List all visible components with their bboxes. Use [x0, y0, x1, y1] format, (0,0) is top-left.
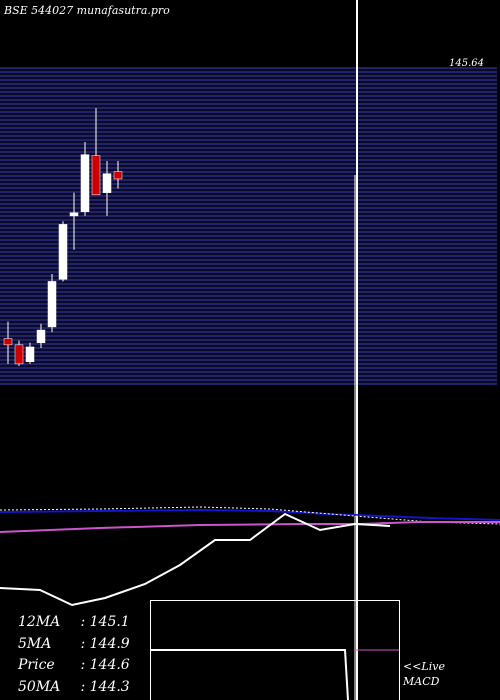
- candles: [3, 108, 123, 366]
- ma-row-12: 12MA : 145.1: [18, 612, 130, 634]
- ma-table: 12MA : 145.1 5MA : 144.9 Price : 144.6 5…: [18, 612, 130, 698]
- ma-label: 5MA: [18, 635, 52, 652]
- ma-label: Price: [18, 657, 55, 673]
- candle-down: [91, 155, 101, 196]
- white-dotted-line: [0, 506, 500, 525]
- magenta-ma-line: [0, 521, 500, 533]
- ma-row-50: 50MA : 144.3: [18, 677, 130, 699]
- ma-label: 50MA: [18, 678, 61, 695]
- ma-value: 144.3: [89, 678, 130, 695]
- ma-value: 144.6: [89, 657, 130, 673]
- blue-ma-line: [0, 508, 500, 521]
- candle-up: [102, 173, 112, 193]
- macd-label: <<Live MACD: [403, 659, 445, 689]
- candle-down: [113, 171, 123, 180]
- ma-row-price: Price : 144.6: [18, 655, 130, 677]
- candle-up: [47, 281, 57, 328]
- price-label-top: 145.64: [449, 58, 484, 69]
- ma-label: 12MA: [18, 614, 61, 630]
- candle-down: [14, 344, 24, 365]
- macd-label-line1: <<Live: [403, 660, 445, 673]
- ma-row-5: 5MA : 144.9: [18, 634, 130, 656]
- macd-label-line2: MACD: [403, 675, 440, 688]
- candle-up: [36, 329, 46, 343]
- candle-up: [58, 224, 68, 280]
- ma-value: 145.1: [89, 614, 130, 630]
- candle-down: [3, 338, 13, 346]
- candle-up: [69, 212, 79, 217]
- ma-value: 144.9: [89, 635, 130, 652]
- candle-up: [80, 154, 90, 212]
- macd-line: [150, 649, 349, 700]
- price-line: [0, 512, 391, 607]
- candle-up: [25, 346, 35, 363]
- chart-title: BSE 544027 munafasutra.pro: [4, 4, 170, 17]
- macd-panel: [150, 600, 400, 700]
- grid-lines: [0, 67, 497, 385]
